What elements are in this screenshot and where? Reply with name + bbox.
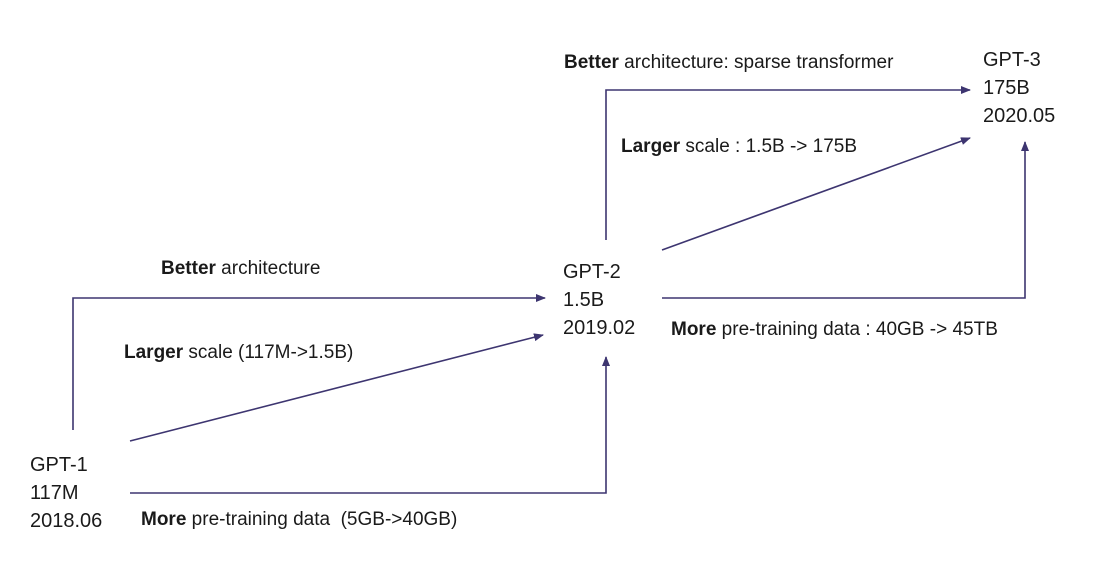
label-gpt2-gpt3-data: More pre-training data : 40GB -> 45TB xyxy=(671,318,998,342)
label-text: architecture: sparse transformer xyxy=(618,52,894,73)
arrow-gpt2-gpt3-data xyxy=(662,141,1029,299)
arrow-gpt2-gpt3-scale xyxy=(661,137,971,251)
label-gpt2-gpt3-scale: Larger scale : 1.5B -> 175B xyxy=(621,135,857,159)
label-text: scale (117M->1.5B) xyxy=(183,342,354,363)
label-gpt1-gpt2-data: More pre-training data (5GB->40GB) xyxy=(141,508,457,532)
label-bold: Larger xyxy=(621,136,681,157)
node-gpt1: GPT-1 117M 2018.06 xyxy=(30,451,102,535)
node-gpt3-name: GPT-3 xyxy=(983,49,1041,71)
node-gpt1-date: 2018.06 xyxy=(30,510,103,532)
node-gpt1-name: GPT-1 xyxy=(30,454,88,476)
arrow-gpt2-gpt3-architecture xyxy=(605,86,971,240)
node-gpt2-date: 2019.02 xyxy=(563,317,636,339)
label-bold: More xyxy=(671,319,717,340)
label-text: architecture xyxy=(215,258,321,279)
node-gpt3-date: 2020.05 xyxy=(983,105,1056,127)
node-gpt1-params: 117M xyxy=(30,482,79,504)
label-text: scale : 1.5B -> 175B xyxy=(680,136,858,157)
arrow-gpt1-gpt2-data xyxy=(130,356,610,494)
label-gpt1-gpt2-scale: Larger scale (117M->1.5B) xyxy=(124,341,353,365)
label-text: pre-training data (5GB->40GB) xyxy=(186,509,458,530)
label-bold: Better xyxy=(161,258,216,279)
label-bold: More xyxy=(141,509,187,530)
label-gpt1-gpt2-architecture: Better architecture xyxy=(161,257,320,281)
node-gpt2-params: 1.5B xyxy=(563,289,605,311)
label-text: pre-training data : 40GB -> 45TB xyxy=(716,319,998,340)
arrow-gpt1-gpt2-scale xyxy=(129,333,544,442)
node-gpt2-name: GPT-2 xyxy=(563,261,621,283)
node-gpt3: GPT-3 175B 2020.05 xyxy=(983,46,1055,130)
label-bold: Larger xyxy=(124,342,184,363)
label-gpt2-gpt3-architecture: Better architecture: sparse transformer xyxy=(564,51,893,75)
node-gpt3-params: 175B xyxy=(983,77,1030,99)
label-bold: Better xyxy=(564,52,619,73)
node-gpt2: GPT-2 1.5B 2019.02 xyxy=(563,258,635,342)
arrow-gpt1-gpt2-architecture xyxy=(72,294,546,430)
